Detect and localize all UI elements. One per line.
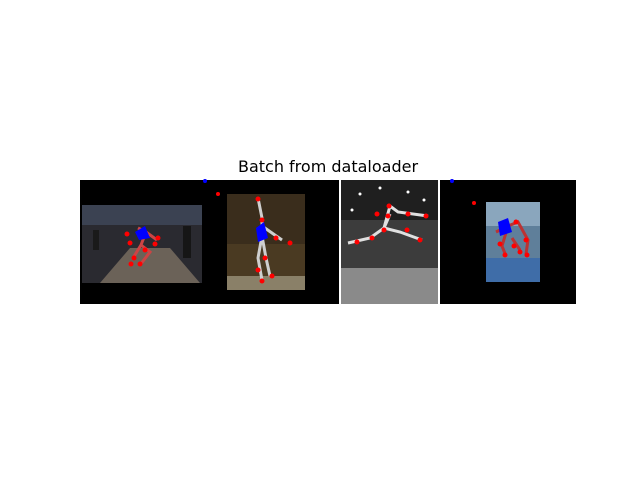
joint-point — [131, 255, 137, 261]
light-dot — [406, 190, 410, 194]
joint-point — [524, 252, 530, 258]
joint-point — [287, 240, 293, 246]
light-dot — [378, 186, 382, 190]
joint-point-outlier — [472, 201, 476, 205]
joint-point — [255, 196, 261, 202]
joint-point — [124, 231, 130, 237]
skeleton-4-torso-highlight — [498, 218, 512, 236]
photo-1-bystander-right — [183, 226, 191, 258]
joint-point — [354, 239, 360, 245]
joint-point — [269, 273, 275, 279]
photo-1-bystander-left — [93, 230, 99, 250]
batch-image-1 — [82, 179, 220, 283]
skeleton-1-torso-highlight — [135, 226, 150, 240]
joint-point — [262, 255, 268, 261]
batch-image-2 — [227, 194, 305, 290]
joint-point — [127, 240, 133, 246]
pose-skeleton-4 — [495, 218, 530, 258]
photo-1-sky — [82, 205, 202, 225]
joint-point — [497, 241, 503, 247]
light-dot — [350, 208, 354, 212]
joint-point — [385, 213, 391, 219]
joint-point — [128, 261, 134, 267]
joint-point — [259, 217, 265, 223]
batch-image-3 — [339, 180, 440, 304]
joint-point — [255, 267, 261, 273]
joint-point — [137, 261, 143, 267]
photo-4-windows — [486, 202, 540, 226]
photo-3-border-right — [438, 180, 440, 304]
joint-point-outlier — [203, 179, 207, 183]
joint-point — [511, 243, 517, 249]
joint-point — [369, 235, 375, 241]
joint-point-outlier — [450, 179, 454, 183]
pose-skeleton-1 — [124, 226, 161, 267]
photo-3-lights — [350, 186, 426, 212]
joint-point — [423, 213, 429, 219]
joint-point — [259, 278, 265, 284]
joint-point — [273, 235, 279, 241]
photo-3-floor — [341, 268, 438, 304]
joint-point — [417, 237, 423, 243]
photo-2-floor — [227, 276, 305, 290]
joint-point — [374, 211, 380, 217]
image-batch-strip — [80, 179, 576, 304]
joint-point — [155, 235, 161, 241]
joint-point — [405, 211, 411, 217]
light-dot — [358, 192, 362, 196]
joint-point — [502, 252, 508, 258]
photo-3-border-left — [339, 180, 341, 304]
joint-point — [152, 241, 158, 247]
light-dot — [422, 198, 426, 202]
joint-point — [404, 227, 410, 233]
joint-point — [142, 247, 148, 253]
batch-image-4 — [450, 179, 540, 282]
pose-skeleton-3 — [347, 203, 429, 245]
joint-point — [517, 249, 523, 255]
joint-point — [513, 219, 519, 225]
chart-title: Batch from dataloader — [238, 157, 418, 176]
joint-point-outlier — [216, 192, 220, 196]
photo-1-ground — [100, 248, 200, 283]
pose-skeleton-2 — [255, 196, 293, 284]
joint-point — [386, 203, 392, 209]
photo-4-floor — [486, 258, 540, 282]
joint-point — [381, 227, 387, 233]
skeleton-2-torso-highlight — [256, 222, 268, 242]
joint-point — [523, 237, 529, 243]
